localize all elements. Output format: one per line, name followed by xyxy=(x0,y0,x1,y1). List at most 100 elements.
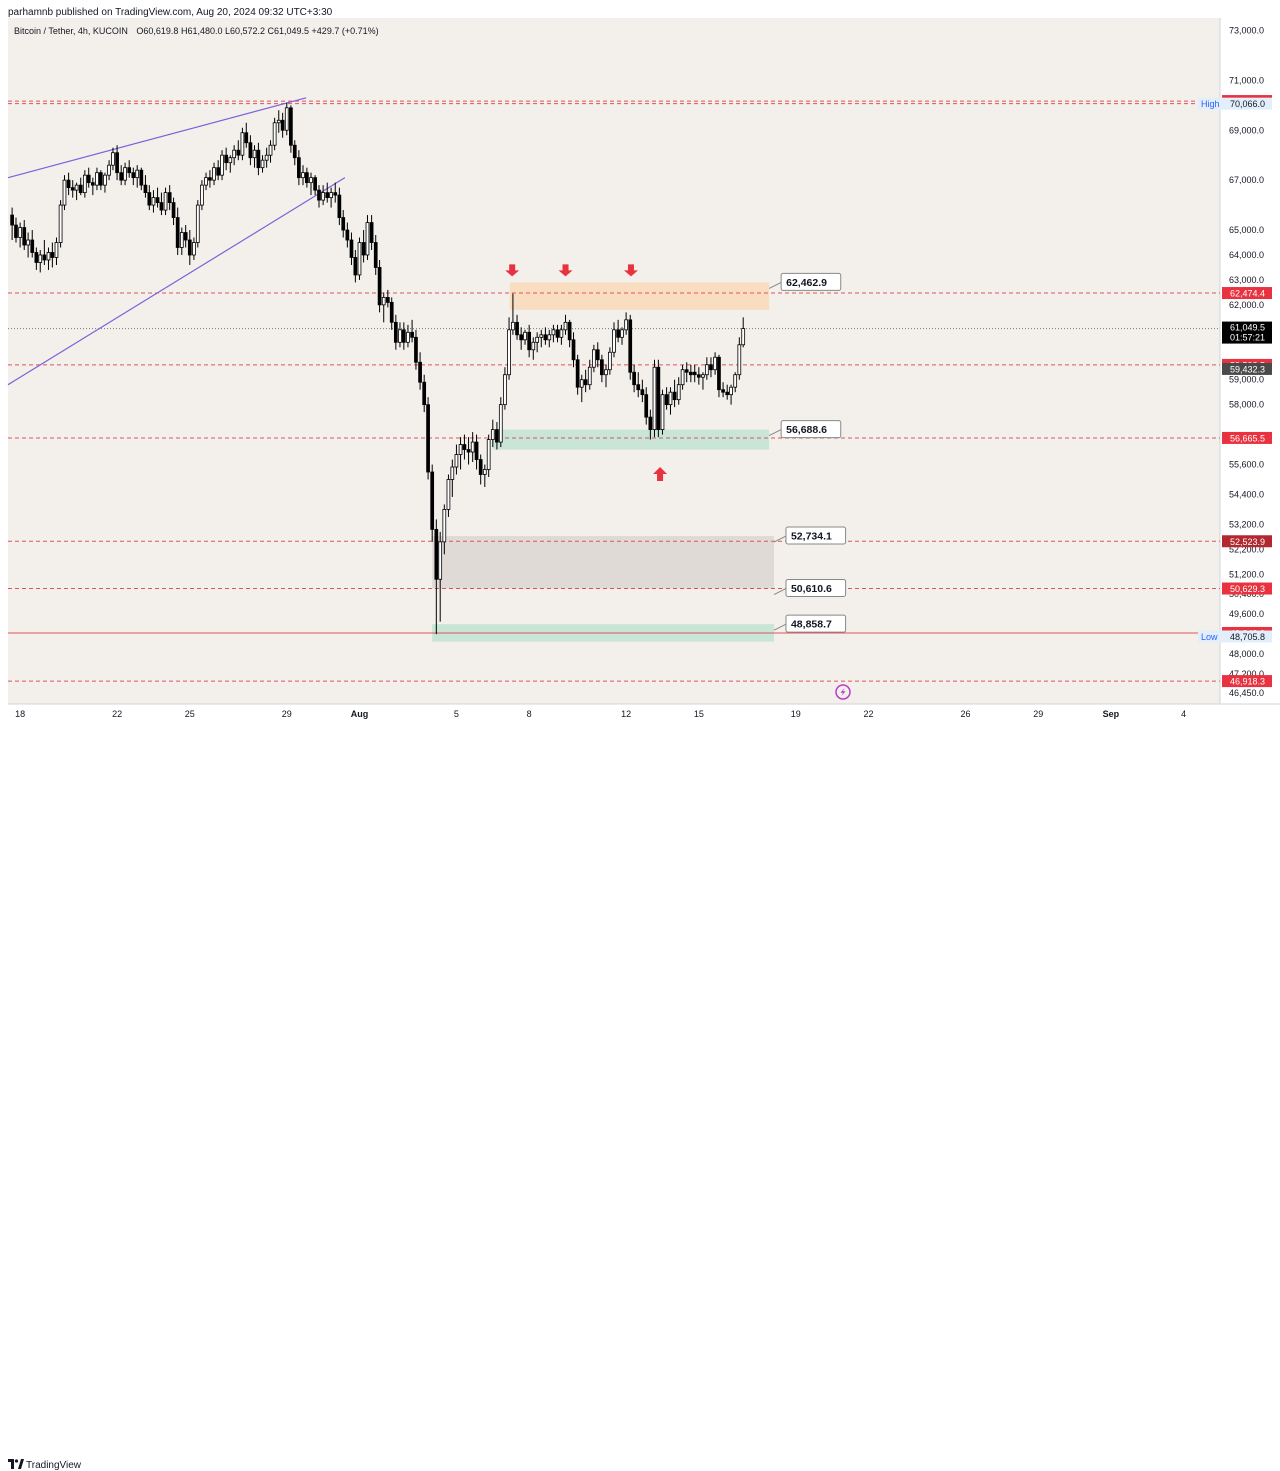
candle xyxy=(260,159,265,169)
candle xyxy=(709,364,713,371)
time-tick-label: 29 xyxy=(282,709,292,719)
candle xyxy=(353,257,358,276)
candle xyxy=(692,371,697,376)
candle xyxy=(95,172,99,186)
candle xyxy=(644,394,649,418)
callout-label: 48,858.7 xyxy=(791,619,832,631)
candle xyxy=(212,167,216,181)
candle xyxy=(244,132,249,144)
candle xyxy=(127,167,132,174)
candle xyxy=(648,416,653,430)
price-tick-label: 62,000.0 xyxy=(1229,300,1264,310)
candle xyxy=(579,379,584,388)
price-tick-label: 59,000.0 xyxy=(1229,375,1264,385)
candle xyxy=(289,107,293,146)
candle xyxy=(155,197,160,203)
candle xyxy=(519,334,524,341)
candle xyxy=(660,394,665,430)
time-tick-label: 5 xyxy=(454,709,459,719)
level-price-tag-bg xyxy=(1222,582,1272,595)
candle xyxy=(704,364,709,376)
candle xyxy=(567,321,572,341)
candle xyxy=(729,386,733,396)
candle xyxy=(280,119,285,131)
candle xyxy=(329,192,333,199)
candle xyxy=(486,439,491,470)
candle xyxy=(187,239,192,256)
candle xyxy=(38,254,43,263)
zone-support[interactable] xyxy=(492,429,770,450)
candle xyxy=(151,197,156,206)
price-tick-label: 73,000.0 xyxy=(1229,25,1264,35)
candle xyxy=(482,469,487,475)
price-tick-label: 46,450.0 xyxy=(1229,688,1264,698)
level-price-tag: 52,523.9 xyxy=(1230,537,1265,547)
published-info: parhamnb published on TradingView.com, A… xyxy=(8,7,333,18)
zone-gap[interactable] xyxy=(432,536,774,589)
candle xyxy=(171,202,176,218)
symbol-title: Bitcoin / Tether, 4h, KUCOIN O60,619.8 H… xyxy=(14,26,379,36)
candle xyxy=(414,336,418,363)
level-price-tag-bg xyxy=(1222,287,1272,300)
candle xyxy=(527,331,532,351)
candle xyxy=(135,169,140,179)
candle xyxy=(418,361,422,383)
candle xyxy=(248,142,253,159)
candle xyxy=(123,167,127,181)
candle xyxy=(301,172,305,179)
down-arrow-icon xyxy=(505,264,520,277)
candle xyxy=(592,349,596,368)
candle xyxy=(62,179,67,206)
callout-box xyxy=(780,420,842,439)
candle xyxy=(393,321,398,343)
candle xyxy=(636,384,641,391)
candle xyxy=(454,454,459,468)
candle xyxy=(713,356,717,371)
level-price-tag: 46,918.3 xyxy=(1230,677,1265,687)
candle xyxy=(664,394,669,406)
wedge-trendline[interactable] xyxy=(7,177,346,386)
zone-resistance[interactable] xyxy=(509,282,770,310)
low-tag-bg xyxy=(1198,630,1272,643)
candle xyxy=(515,321,519,336)
candle xyxy=(70,187,75,191)
candle xyxy=(200,184,204,206)
level-price-tag: 62,474.4 xyxy=(1230,289,1265,299)
level-price-tag: 56,665.5 xyxy=(1230,433,1265,443)
candle xyxy=(147,192,152,206)
candle xyxy=(684,369,689,373)
chart-area[interactable]: 62,462.9 56,688.6 52,734.1 50,610.6 48,858.7… xyxy=(0,0,1280,750)
candle xyxy=(587,366,592,386)
candle xyxy=(470,441,475,453)
candle xyxy=(22,227,27,246)
candle xyxy=(220,154,224,176)
candle xyxy=(555,329,560,338)
candle xyxy=(620,329,624,338)
candle xyxy=(721,389,725,393)
lightning-icon[interactable] xyxy=(835,684,851,700)
candle xyxy=(688,371,693,376)
wedge-trendline[interactable] xyxy=(7,97,307,179)
candle xyxy=(26,239,30,246)
up-arrow-icon xyxy=(653,467,668,482)
price-chart[interactable]: 62,462.9 56,688.6 52,734.1 50,610.6 48,858.7… xyxy=(0,0,1280,750)
candle xyxy=(474,441,479,460)
candle xyxy=(46,252,51,261)
candle xyxy=(389,301,394,323)
candle xyxy=(107,164,111,176)
price-tick-label: 69,000.0 xyxy=(1229,125,1264,135)
candle xyxy=(292,144,297,159)
publish-header: parhamnb published on TradingView.com, A… xyxy=(0,0,1280,22)
candle xyxy=(628,319,633,373)
price-tick-label: 58,000.0 xyxy=(1229,400,1264,410)
candle xyxy=(50,252,55,258)
ohlc-values: O60,619.8 H61,480.0 L60,572.2 C61,049.5 … xyxy=(136,26,378,36)
candle xyxy=(511,321,515,331)
time-tick-label: 29 xyxy=(1033,709,1043,719)
candle xyxy=(652,366,657,430)
candle xyxy=(624,319,628,331)
candle xyxy=(701,374,705,378)
candle xyxy=(297,157,301,179)
candle xyxy=(450,466,455,480)
candle xyxy=(507,329,511,376)
